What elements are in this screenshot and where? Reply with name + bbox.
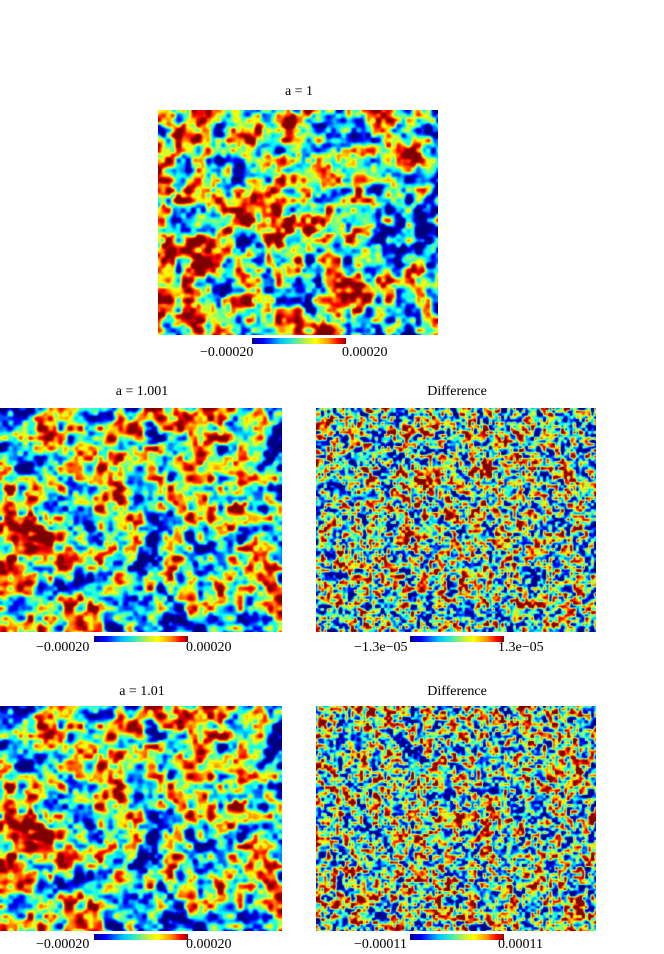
sky-map bbox=[0, 706, 282, 931]
sky-map bbox=[158, 110, 438, 335]
colorbar-min-label: −0.00020 bbox=[36, 640, 90, 655]
colorbar bbox=[252, 338, 346, 344]
colorbar-max-label: 0.00020 bbox=[186, 640, 232, 655]
colorbar-max-label: 0.00020 bbox=[186, 937, 232, 952]
colorbar-max-label: 1.3e−05 bbox=[498, 640, 544, 655]
sky-map bbox=[316, 706, 596, 931]
colorbar-max-label: 0.00020 bbox=[342, 345, 388, 360]
panel-title: a = 1 bbox=[284, 84, 314, 99]
colorbar-max-label: 0.00011 bbox=[498, 937, 543, 952]
colorbar bbox=[410, 636, 504, 642]
colorbar bbox=[410, 934, 504, 940]
colorbar-min-label: −0.00011 bbox=[354, 937, 407, 952]
colorbar-min-label: −0.00020 bbox=[36, 937, 90, 952]
panel-title: Difference bbox=[427, 384, 487, 399]
colorbar bbox=[94, 636, 188, 642]
panel-title: a = 1.01 bbox=[119, 684, 165, 699]
sky-map bbox=[0, 408, 282, 632]
sky-map bbox=[316, 408, 596, 632]
colorbar-min-label: −0.00020 bbox=[200, 345, 254, 360]
colorbar-min-label: −1.3e−05 bbox=[354, 640, 408, 655]
panel-title: Difference bbox=[427, 684, 487, 699]
panel-title: a = 1.001 bbox=[115, 384, 169, 399]
colorbar bbox=[94, 934, 188, 940]
